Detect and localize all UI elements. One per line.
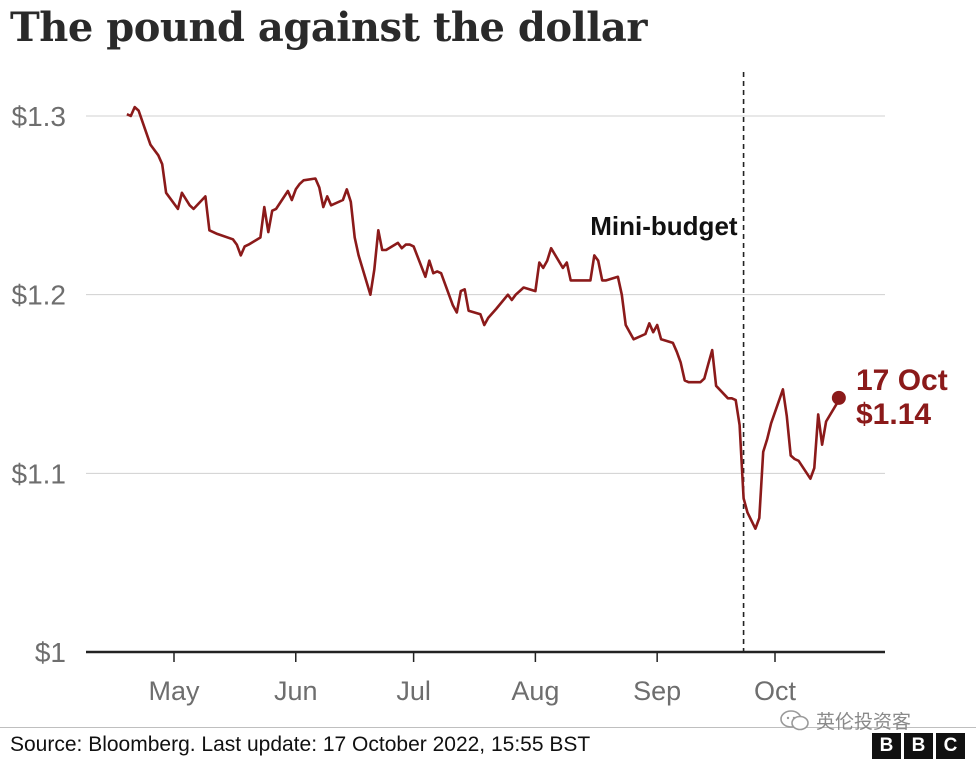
chat-bubbles-icon xyxy=(780,709,809,730)
chart-title: The pound against the dollar xyxy=(10,4,647,51)
x-tick-label: Aug xyxy=(511,676,559,706)
x-tick-label: May xyxy=(148,676,200,706)
endpoint-date-label: 17 Oct xyxy=(856,364,948,397)
x-tick-label: Sep xyxy=(633,676,681,706)
source-note: Source: Bloomberg. Last update: 17 Octob… xyxy=(10,733,591,756)
bbc-logo-letter: B xyxy=(904,733,933,759)
series-line xyxy=(126,105,839,530)
bbc-logo-letter: B xyxy=(872,733,901,759)
watermark: 英伦投资客 xyxy=(780,707,911,734)
endpoint-marker xyxy=(831,390,846,405)
y-tick-label: $1 xyxy=(35,637,66,668)
y-tick-label: $1.1 xyxy=(12,458,67,489)
y-tick-label: $1.2 xyxy=(12,280,67,311)
bbc-logo-letter: C xyxy=(936,733,965,759)
endpoint-value-label: $1.14 xyxy=(856,398,931,431)
annotation-label: Mini-budget xyxy=(590,211,738,241)
y-tick-label: $1.3 xyxy=(12,101,67,132)
x-tick-label: Jul xyxy=(396,676,431,706)
x-tick-label: Oct xyxy=(754,676,797,706)
watermark-text: 英伦投资客 xyxy=(816,712,912,733)
footer-divider xyxy=(0,727,976,728)
bbc-logo: B B C xyxy=(872,733,965,759)
line-chart: $1 $1.1 $1.2 $1.3 May Jun Jul Aug Sep Oct Mini-bud… xyxy=(12,72,948,706)
x-tick-label: Jun xyxy=(274,676,318,706)
